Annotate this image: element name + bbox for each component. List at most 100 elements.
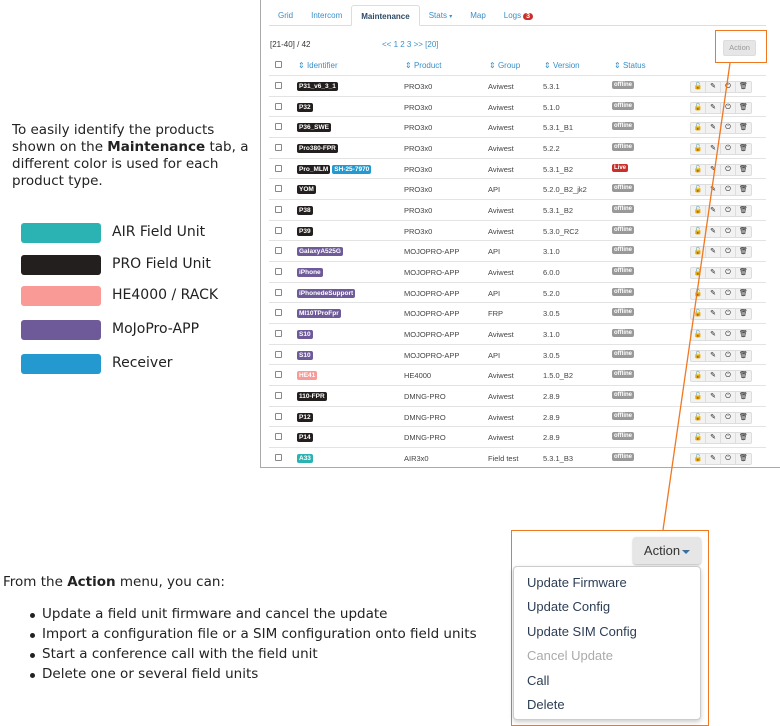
power-icon[interactable]: ⏻ (721, 226, 736, 237)
row-checkbox[interactable] (275, 185, 282, 193)
power-icon[interactable]: ⏻ (721, 412, 736, 423)
row-checkbox[interactable] (275, 82, 282, 89)
power-icon[interactable]: ⏻ (721, 454, 736, 465)
select-all-checkbox[interactable] (275, 61, 282, 68)
unlock-icon[interactable]: 🔓 (691, 82, 706, 92)
identifier-tag[interactable]: P38 (297, 206, 313, 216)
row-checkbox[interactable] (275, 247, 282, 255)
unlock-icon[interactable]: 🔓 (691, 268, 706, 279)
identifier-tag[interactable]: P12 (297, 412, 313, 422)
tab-logs[interactable]: Logs 3 (495, 5, 542, 26)
header-group[interactable]: ⇕ Group (489, 61, 521, 70)
power-icon[interactable]: ⏻ (721, 330, 736, 341)
identifier-tag[interactable]: S10 (297, 330, 313, 340)
trash-icon[interactable]: 🗑 (739, 103, 748, 111)
power-icon[interactable]: ⏻ (721, 371, 736, 382)
unlock-icon[interactable]: 🔓 (691, 206, 706, 217)
trash-icon[interactable]: 🗑 (739, 227, 748, 235)
identifier-tag[interactable]: iPhonedeSupport (297, 288, 356, 298)
row-checkbox[interactable] (275, 268, 282, 276)
power-icon[interactable]: ⏻ (721, 309, 736, 320)
identifier-tag[interactable]: YOM (297, 185, 316, 195)
identifier-tag[interactable]: Pro380-FPR (297, 144, 338, 153)
row-checkbox[interactable] (275, 123, 282, 131)
edit-icon[interactable]: ✎ (706, 206, 721, 217)
power-icon[interactable]: ⏻ (721, 123, 736, 134)
row-checkbox[interactable] (275, 371, 282, 379)
unlock-icon[interactable]: 🔓 (691, 412, 706, 423)
power-icon[interactable]: ⏻ (721, 102, 736, 113)
identifier-tag[interactable]: S10 (297, 350, 313, 360)
menu-item-update-sim-config[interactable]: Update SIM Config (527, 623, 637, 639)
power-icon[interactable]: ⏻ (721, 350, 736, 361)
trash-icon[interactable]: 🗑 (739, 351, 748, 359)
row-checkbox[interactable] (275, 309, 282, 317)
unlock-icon[interactable]: 🔓 (691, 371, 706, 382)
power-icon[interactable]: ⏻ (721, 247, 736, 258)
unlock-icon[interactable]: 🔓 (691, 454, 706, 465)
trash-icon[interactable]: 🗑 (739, 331, 748, 339)
power-icon[interactable]: ⏻ (721, 144, 736, 154)
edit-icon[interactable]: ✎ (706, 226, 721, 237)
trash-icon[interactable]: 🗑 (739, 207, 748, 215)
row-checkbox[interactable] (275, 226, 282, 234)
row-checkbox[interactable] (275, 454, 282, 462)
edit-icon[interactable]: ✎ (706, 433, 721, 444)
action-button-small[interactable]: Action (723, 40, 756, 56)
menu-item-call[interactable]: Call (527, 672, 550, 688)
edit-icon[interactable]: ✎ (706, 82, 721, 92)
trash-icon[interactable]: 🗑 (739, 145, 748, 152)
row-checkbox[interactable] (275, 102, 282, 110)
unlock-icon[interactable]: 🔓 (691, 102, 706, 113)
row-checkbox[interactable] (275, 144, 282, 151)
identifier-tag[interactable]: A33 (297, 454, 313, 464)
edit-icon[interactable]: ✎ (706, 371, 721, 382)
row-checkbox[interactable] (275, 164, 282, 172)
identifier-tag[interactable]: 110-FPR (297, 392, 327, 402)
edit-icon[interactable]: ✎ (706, 164, 721, 175)
power-icon[interactable]: ⏻ (721, 433, 736, 444)
edit-icon[interactable]: ✎ (706, 330, 721, 341)
tab-intercom[interactable]: Intercom (311, 11, 343, 20)
trash-icon[interactable]: 🗑 (739, 269, 748, 277)
trash-icon[interactable]: 🗑 (739, 310, 748, 318)
edit-icon[interactable]: ✎ (706, 102, 721, 113)
row-checkbox[interactable] (275, 288, 282, 296)
identifier-tag[interactable]: MI10TProFpr (297, 309, 341, 319)
identifier-tag[interactable]: P31_v6_3_1 (297, 82, 338, 91)
row-checkbox[interactable] (275, 412, 282, 420)
trash-icon[interactable]: 🗑 (739, 186, 748, 194)
identifier-tag[interactable]: GalaxyA525G (297, 247, 343, 257)
identifier-tag[interactable]: P32 (297, 102, 313, 112)
edit-icon[interactable]: ✎ (706, 392, 721, 403)
unlock-icon[interactable]: 🔓 (691, 185, 706, 196)
pager[interactable]: << 1 2 3 >> [20] (382, 40, 439, 49)
identifier-tag[interactable]: Pro_MLM (297, 164, 331, 174)
menu-item-update-firmware[interactable]: Update Firmware (527, 575, 627, 590)
row-checkbox[interactable] (275, 206, 282, 214)
header-version[interactable]: ⇕ Version (544, 61, 580, 70)
header-identifier[interactable]: ⇕ Identifier (298, 61, 338, 70)
header-product[interactable]: ⇕ Product (405, 61, 442, 70)
identifier-tag[interactable]: P36_SWE (297, 123, 331, 133)
edit-icon[interactable]: ✎ (706, 247, 721, 258)
identifier-tag[interactable]: iPhone (297, 268, 323, 278)
trash-icon[interactable]: 🗑 (739, 248, 748, 256)
trash-icon[interactable]: 🗑 (739, 372, 748, 380)
power-icon[interactable]: ⏻ (721, 268, 736, 279)
unlock-icon[interactable]: 🔓 (691, 123, 706, 134)
edit-icon[interactable]: ✎ (706, 185, 721, 196)
identifier-tag[interactable]: HE41 (297, 371, 318, 381)
edit-icon[interactable]: ✎ (706, 309, 721, 320)
edit-icon[interactable]: ✎ (706, 288, 721, 299)
trash-icon[interactable]: 🗑 (739, 83, 748, 90)
power-icon[interactable]: ⏻ (721, 82, 736, 92)
unlock-icon[interactable]: 🔓 (691, 247, 706, 258)
menu-item-delete[interactable]: Delete (527, 697, 565, 712)
trash-icon[interactable]: 🗑 (739, 434, 748, 442)
action-menu-button[interactable]: Action (633, 537, 701, 564)
tab-stats[interactable]: Stats ▾ (428, 11, 453, 20)
edit-icon[interactable]: ✎ (706, 268, 721, 279)
trash-icon[interactable]: 🗑 (739, 289, 748, 297)
power-icon[interactable]: ⏻ (721, 206, 736, 217)
